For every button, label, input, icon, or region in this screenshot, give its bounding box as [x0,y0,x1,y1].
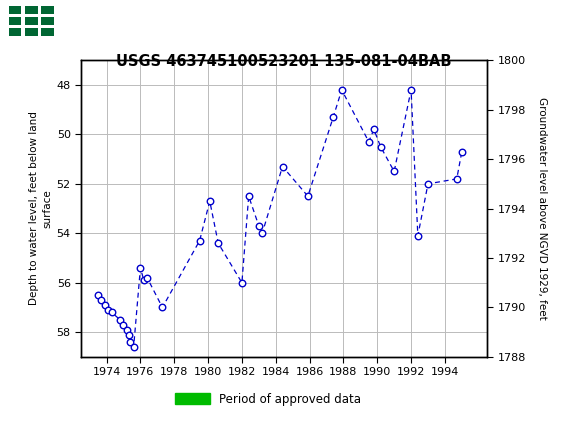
Point [93,292,103,298]
Point [124,331,133,338]
Bar [411,357,463,362]
Bar [193,357,200,362]
Bar [25,28,38,36]
Bar [41,6,54,15]
Point [423,181,433,187]
Point [303,193,313,200]
Point [119,321,128,328]
Bar [301,357,349,362]
Point [244,193,253,200]
Point [100,301,110,308]
Bar [386,357,408,362]
Bar [41,17,54,25]
Point [258,230,267,237]
Point [390,168,399,175]
Point [126,339,135,346]
Bar [95,357,144,362]
Point [107,309,116,316]
Text: USGS: USGS [71,13,130,32]
Bar [9,6,21,15]
Point [369,126,379,133]
Point [337,86,346,93]
Point [452,175,461,182]
Point [254,222,263,229]
Point [104,307,113,313]
Point [457,148,466,155]
Point [122,326,132,333]
Legend: Period of approved data: Period of approved data [170,388,366,410]
Bar [203,357,235,362]
Point [278,163,287,170]
Point [329,114,338,120]
Bar [7,6,62,40]
Bar [362,357,379,362]
Point [205,198,215,205]
Point [158,304,167,311]
Point [195,237,204,244]
Point [97,297,106,304]
Bar [238,357,288,362]
Point [237,280,246,286]
Bar [9,28,21,36]
Point [139,277,148,284]
Bar [25,17,38,25]
Point [136,264,145,271]
Point [413,232,422,239]
Point [129,344,138,350]
Bar [25,6,38,15]
Point [407,86,416,93]
Bar [9,17,21,25]
Point [364,138,374,145]
Bar [41,28,54,36]
Text: USGS 463745100523201 135-081-04BAB: USGS 463745100523201 135-081-04BAB [117,54,452,69]
Point [115,316,125,323]
Y-axis label: Groundwater level above NGVD 1929, feet: Groundwater level above NGVD 1929, feet [537,97,547,320]
Y-axis label: Depth to water level, feet below land
surface: Depth to water level, feet below land su… [29,112,52,305]
Bar [467,357,482,362]
Point [143,274,152,281]
Point [376,143,385,150]
Point [213,240,223,246]
